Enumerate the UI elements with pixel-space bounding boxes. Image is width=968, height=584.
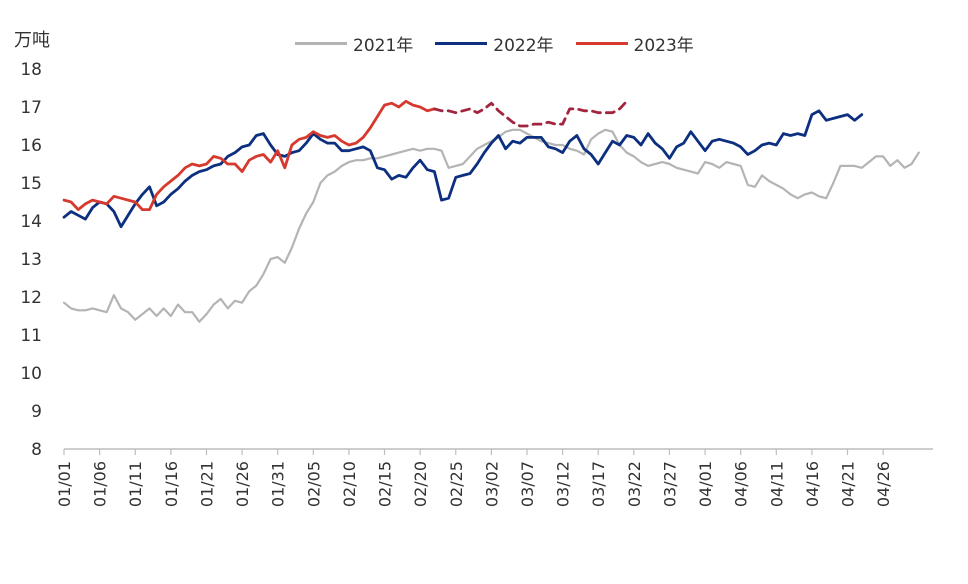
y-tick-label: 14 <box>20 212 42 232</box>
x-tick-label: 01/11 <box>126 461 145 507</box>
x-tick-label: 01/31 <box>269 461 288 507</box>
x-tick-label: 03/22 <box>625 461 644 507</box>
x-tick-label: 01/06 <box>91 461 110 507</box>
y-tick-label: 13 <box>20 250 42 270</box>
x-tick-label: 02/15 <box>376 461 395 507</box>
x-tick-label: 04/01 <box>696 461 715 507</box>
x-tick-label: 04/11 <box>767 461 786 507</box>
series-line-3 <box>62 99 436 211</box>
legend-item-2022: 2022年 <box>435 31 554 56</box>
legend-label-2021: 2021年 <box>353 36 414 56</box>
legend-swatch-2023 <box>575 42 628 45</box>
x-tick-label: 04/21 <box>839 461 858 507</box>
chart-legend: 2021年 2022年 2023年 <box>295 31 716 56</box>
y-tick-label: 11 <box>20 326 42 346</box>
x-tick-label: 03/07 <box>518 461 537 507</box>
y-tick-label: 8 <box>31 440 42 460</box>
x-tick-label: 01/21 <box>197 461 216 507</box>
x-tick-label: 01/01 <box>55 461 74 507</box>
x-tick-label: 04/16 <box>803 461 822 507</box>
x-tick-label: 02/20 <box>411 461 430 507</box>
legend-item-2021: 2021年 <box>295 31 413 56</box>
series-line-4 <box>433 99 629 128</box>
legend-label-2023: 2023年 <box>633 36 694 56</box>
x-tick-label: 02/05 <box>304 461 323 507</box>
y-tick-label: 10 <box>20 364 42 384</box>
x-tick-label: 04/06 <box>732 461 751 507</box>
series-line-2 <box>62 109 864 229</box>
x-tick-label: 02/10 <box>340 461 359 507</box>
x-tick-label: 03/27 <box>660 461 679 507</box>
y-tick-label: 18 <box>20 60 42 80</box>
y-tick-label: 16 <box>20 136 42 156</box>
legend-swatch-2022 <box>435 42 488 45</box>
y-tick-label: 15 <box>20 174 42 194</box>
y-tick-label: 9 <box>31 402 42 422</box>
x-tick-label: 03/12 <box>554 461 573 507</box>
y-tick-label: 12 <box>20 288 42 308</box>
legend-item-2023: 2023年 <box>575 31 694 56</box>
legend-label-2022: 2022年 <box>493 36 554 56</box>
x-tick-label: 03/02 <box>482 461 501 507</box>
x-tick-label: 01/16 <box>162 461 181 507</box>
series-line-1 <box>62 128 920 323</box>
y-tick-label: 17 <box>20 98 42 118</box>
y-unit-label: 万吨 <box>14 30 50 51</box>
x-tick-label: 02/25 <box>447 461 466 507</box>
x-tick-label: 03/17 <box>589 461 608 507</box>
legend-swatch-2021 <box>295 42 347 45</box>
x-tick-label: 04/26 <box>874 461 893 507</box>
x-tick-label: 01/26 <box>233 461 252 507</box>
